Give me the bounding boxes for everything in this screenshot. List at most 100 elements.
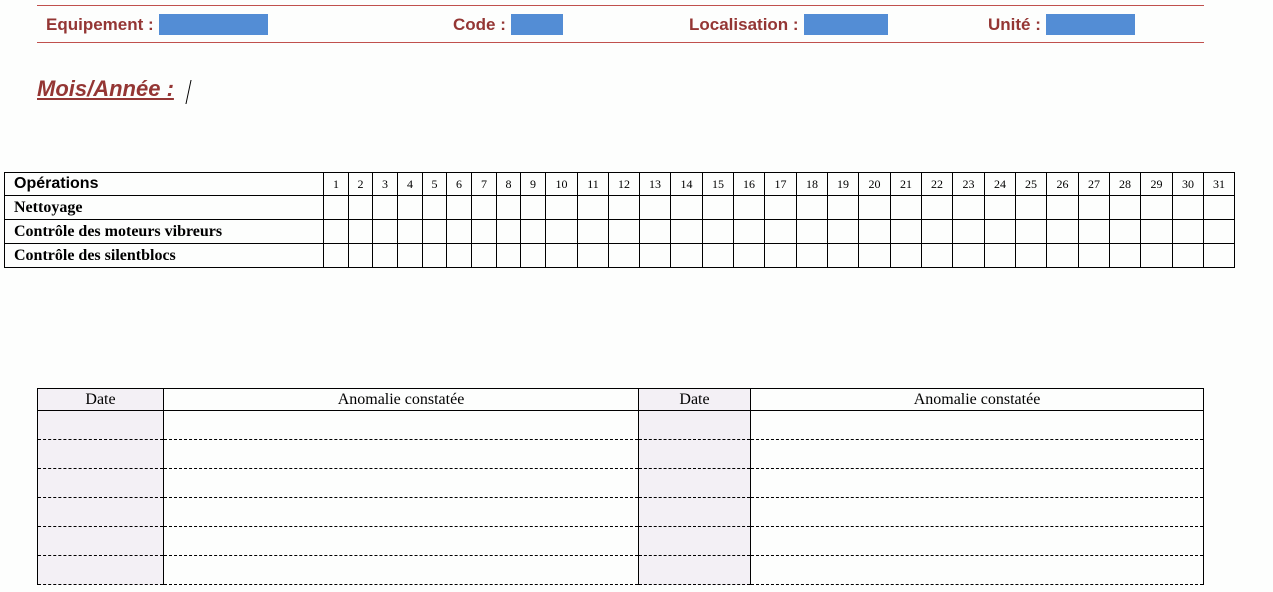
day-check-cell[interactable]	[520, 219, 546, 244]
day-check-cell[interactable]	[827, 243, 859, 268]
day-check-cell[interactable]	[372, 219, 398, 244]
day-check-cell[interactable]	[446, 219, 472, 244]
day-check-cell[interactable]	[471, 195, 497, 220]
day-check-cell[interactable]	[1015, 243, 1047, 268]
anomaly-cell[interactable]	[163, 468, 639, 498]
day-check-cell[interactable]	[952, 219, 985, 244]
day-check-cell[interactable]	[827, 219, 859, 244]
day-check-cell[interactable]	[545, 195, 578, 220]
day-check-cell[interactable]	[348, 219, 373, 244]
day-check-cell[interactable]	[639, 195, 671, 220]
day-check-cell[interactable]	[733, 219, 765, 244]
date-cell[interactable]	[638, 497, 751, 527]
day-check-cell[interactable]	[348, 195, 373, 220]
text-cursor[interactable]	[185, 80, 192, 104]
day-check-cell[interactable]	[764, 219, 797, 244]
day-check-cell[interactable]	[397, 195, 423, 220]
day-check-cell[interactable]	[1140, 219, 1173, 244]
day-check-cell[interactable]	[372, 243, 398, 268]
anomaly-cell[interactable]	[163, 439, 639, 469]
anomaly-cell[interactable]	[163, 497, 639, 527]
day-check-cell[interactable]	[545, 219, 578, 244]
day-check-cell[interactable]	[520, 243, 546, 268]
day-check-cell[interactable]	[323, 219, 349, 244]
day-check-cell[interactable]	[520, 195, 546, 220]
day-check-cell[interactable]	[545, 243, 578, 268]
day-check-cell[interactable]	[670, 219, 703, 244]
day-check-cell[interactable]	[827, 195, 859, 220]
unite-input[interactable]	[1045, 14, 1135, 35]
anomaly-cell[interactable]	[163, 526, 639, 556]
day-check-cell[interactable]	[952, 195, 985, 220]
day-check-cell[interactable]	[1078, 243, 1110, 268]
anomaly-cell[interactable]	[750, 468, 1204, 498]
date-cell[interactable]	[638, 526, 751, 556]
day-check-cell[interactable]	[796, 195, 828, 220]
anomaly-cell[interactable]	[750, 439, 1204, 469]
day-check-cell[interactable]	[1203, 195, 1235, 220]
day-check-cell[interactable]	[1140, 243, 1173, 268]
day-check-cell[interactable]	[921, 219, 953, 244]
day-check-cell[interactable]	[858, 243, 891, 268]
code-input[interactable]	[510, 14, 563, 35]
date-cell[interactable]	[638, 468, 751, 498]
day-check-cell[interactable]	[496, 219, 521, 244]
date-cell[interactable]	[37, 410, 164, 440]
date-cell[interactable]	[37, 497, 164, 527]
day-check-cell[interactable]	[446, 195, 472, 220]
date-cell[interactable]	[638, 410, 751, 440]
day-check-cell[interactable]	[422, 219, 447, 244]
day-check-cell[interactable]	[639, 243, 671, 268]
day-check-cell[interactable]	[422, 243, 447, 268]
day-check-cell[interactable]	[1046, 219, 1079, 244]
day-check-cell[interactable]	[796, 243, 828, 268]
day-check-cell[interactable]	[372, 195, 398, 220]
day-check-cell[interactable]	[702, 195, 734, 220]
day-check-cell[interactable]	[890, 219, 922, 244]
date-cell[interactable]	[37, 526, 164, 556]
date-cell[interactable]	[37, 439, 164, 469]
day-check-cell[interactable]	[702, 243, 734, 268]
day-check-cell[interactable]	[1015, 219, 1047, 244]
day-check-cell[interactable]	[1046, 243, 1079, 268]
day-check-cell[interactable]	[1172, 243, 1204, 268]
day-check-cell[interactable]	[921, 195, 953, 220]
anomaly-cell[interactable]	[750, 497, 1204, 527]
day-check-cell[interactable]	[1109, 195, 1141, 220]
day-check-cell[interactable]	[577, 243, 609, 268]
day-check-cell[interactable]	[984, 243, 1016, 268]
day-check-cell[interactable]	[1140, 195, 1173, 220]
day-check-cell[interactable]	[608, 219, 640, 244]
day-check-cell[interactable]	[702, 219, 734, 244]
day-check-cell[interactable]	[348, 243, 373, 268]
day-check-cell[interactable]	[608, 195, 640, 220]
day-check-cell[interactable]	[733, 243, 765, 268]
day-check-cell[interactable]	[764, 243, 797, 268]
day-check-cell[interactable]	[764, 195, 797, 220]
anomaly-cell[interactable]	[163, 555, 639, 585]
day-check-cell[interactable]	[952, 243, 985, 268]
day-check-cell[interactable]	[608, 243, 640, 268]
day-check-cell[interactable]	[422, 195, 447, 220]
day-check-cell[interactable]	[1078, 219, 1110, 244]
anomaly-cell[interactable]	[750, 410, 1204, 440]
day-check-cell[interactable]	[496, 195, 521, 220]
date-cell[interactable]	[638, 555, 751, 585]
equipement-input[interactable]	[158, 14, 268, 35]
day-check-cell[interactable]	[796, 219, 828, 244]
day-check-cell[interactable]	[890, 243, 922, 268]
anomaly-cell[interactable]	[750, 526, 1204, 556]
day-check-cell[interactable]	[921, 243, 953, 268]
day-check-cell[interactable]	[670, 243, 703, 268]
date-cell[interactable]	[37, 468, 164, 498]
day-check-cell[interactable]	[471, 219, 497, 244]
day-check-cell[interactable]	[1046, 195, 1079, 220]
day-check-cell[interactable]	[397, 219, 423, 244]
day-check-cell[interactable]	[1015, 195, 1047, 220]
day-check-cell[interactable]	[1172, 219, 1204, 244]
day-check-cell[interactable]	[890, 195, 922, 220]
day-check-cell[interactable]	[323, 243, 349, 268]
day-check-cell[interactable]	[858, 219, 891, 244]
day-check-cell[interactable]	[577, 195, 609, 220]
day-check-cell[interactable]	[1203, 219, 1235, 244]
